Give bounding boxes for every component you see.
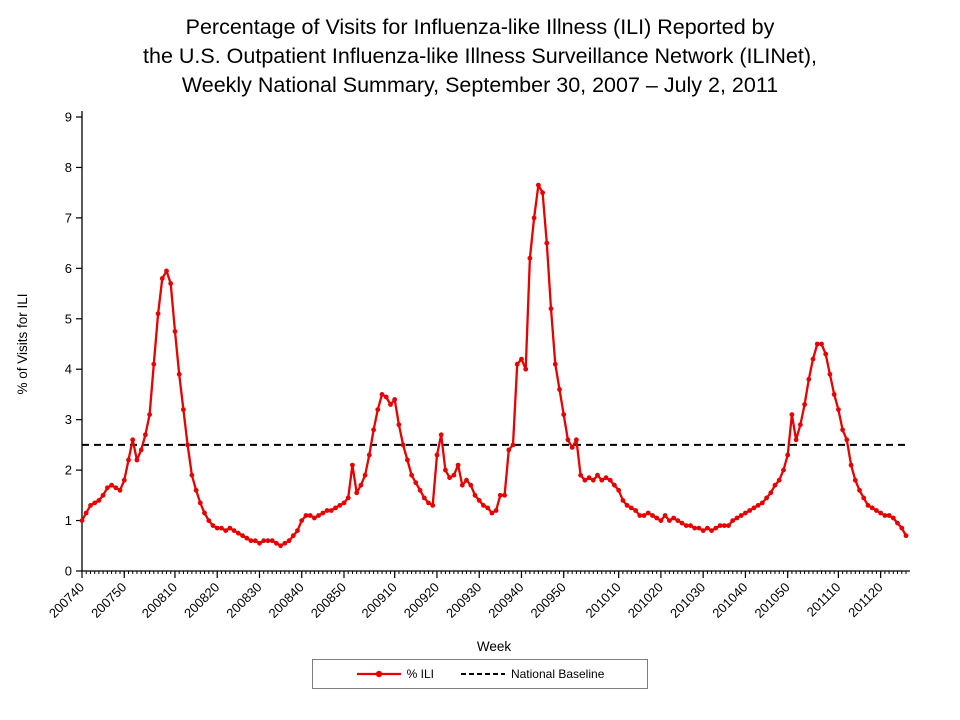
svg-text:4: 4	[65, 361, 72, 376]
svg-text:0: 0	[65, 563, 72, 578]
svg-text:Week: Week	[477, 639, 512, 654]
svg-text:201050: 201050	[752, 579, 793, 620]
svg-text:7: 7	[65, 210, 72, 225]
svg-text:1: 1	[65, 513, 72, 528]
legend-label-ili: % ILI	[406, 666, 434, 681]
svg-text:200750: 200750	[88, 579, 129, 620]
svg-text:201110: 201110	[804, 579, 844, 619]
svg-text:200940: 200940	[485, 579, 526, 620]
svg-text:3: 3	[65, 412, 72, 427]
svg-text:200950: 200950	[528, 579, 569, 620]
svg-text:2: 2	[65, 462, 72, 477]
svg-text:201040: 201040	[709, 579, 750, 620]
svg-text:200810: 200810	[139, 579, 180, 620]
svg-text:% of Visits for ILI: % of Visits for ILI	[15, 293, 30, 394]
svg-text:8: 8	[65, 160, 72, 175]
svg-text:5: 5	[65, 311, 72, 326]
svg-text:200850: 200850	[308, 579, 349, 620]
chart-title-line1: Percentage of Visits for Influenza-like …	[185, 15, 775, 39]
svg-text:200930: 200930	[443, 579, 484, 620]
legend-label-baseline: National Baseline	[510, 666, 605, 681]
svg-text:201010: 201010	[582, 579, 623, 620]
svg-text:9: 9	[65, 109, 72, 124]
svg-text:6: 6	[65, 261, 72, 276]
chart-legend: % ILI National Baseline	[312, 658, 648, 689]
svg-text:200830: 200830	[223, 579, 264, 620]
svg-text:201030: 201030	[667, 579, 708, 620]
svg-text:200840: 200840	[266, 579, 307, 620]
ili-line-chart: 0 1 2 3 4 5 6 7 8 9 200740 200750 200810 200820 200830…	[15, 109, 910, 654]
svg-text:201020: 201020	[625, 579, 666, 620]
legend-item-ili: % ILI	[356, 667, 434, 681]
svg-text:200820: 200820	[181, 579, 222, 620]
chart-title-line2: the U.S. Outpatient Influenza-like Illne…	[143, 44, 817, 69]
svg-text:200740: 200740	[46, 579, 87, 620]
svg-text:200910: 200910	[359, 579, 400, 620]
ili-line-sample-icon	[356, 670, 401, 677]
legend-item-baseline: National Baseline	[460, 667, 604, 681]
svg-text:201120: 201120	[845, 579, 886, 620]
baseline-dashed-sample-icon	[460, 672, 505, 675]
chart-title: Percentage of Visits for Influenza-like …	[0, 0, 960, 101]
chart-title-line3: Weekly National Summary, September 30, 2…	[181, 73, 779, 98]
svg-text:200920: 200920	[401, 579, 442, 620]
